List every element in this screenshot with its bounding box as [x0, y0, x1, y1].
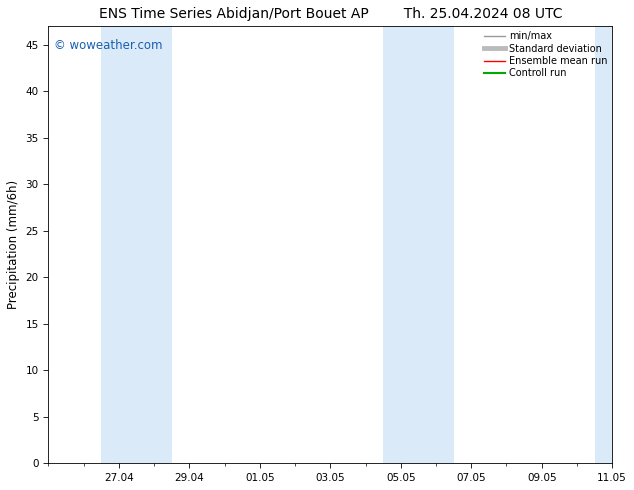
Legend: min/max, Standard deviation, Ensemble mean run, Controll run: min/max, Standard deviation, Ensemble me…: [482, 29, 609, 80]
Bar: [101, 26, 172, 464]
Bar: [383, 26, 454, 464]
Y-axis label: Precipitation (mm/6h): Precipitation (mm/6h): [7, 180, 20, 309]
Bar: [595, 26, 630, 464]
Title: ENS Time Series Abidjan/Port Bouet AP        Th. 25.04.2024 08 UTC: ENS Time Series Abidjan/Port Bouet AP Th…: [98, 7, 562, 21]
Text: © woweather.com: © woweather.com: [54, 39, 162, 52]
